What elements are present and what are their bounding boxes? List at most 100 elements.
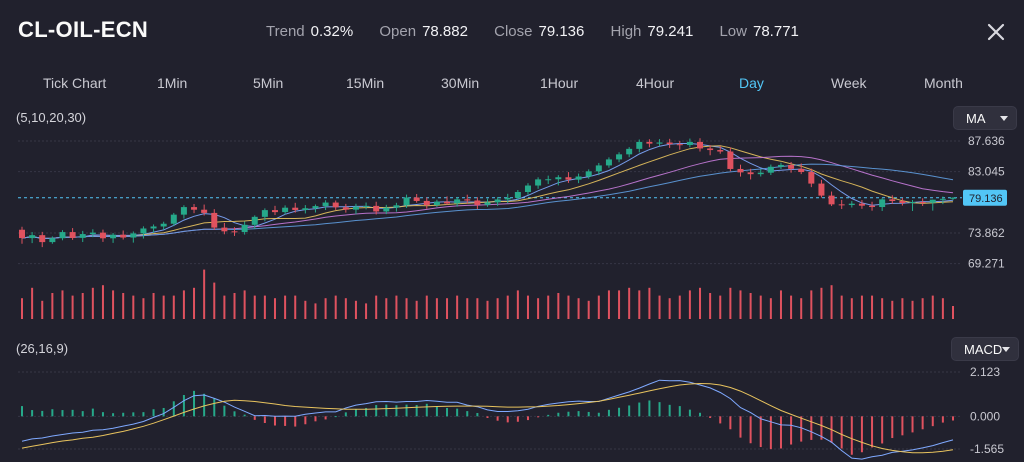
chart-grid — [18, 140, 962, 265]
candle-body — [939, 198, 946, 200]
candle-body — [605, 159, 612, 166]
macd-histogram-bar — [61, 410, 64, 417]
macd-histogram-bar — [233, 411, 236, 417]
candle-body — [666, 142, 673, 145]
current-price-tag — [963, 189, 1007, 206]
macd-indicator-dropdown[interactable]: MACD — [951, 337, 1019, 361]
tab-30min[interactable]: 30Min — [441, 75, 480, 91]
macd-histogram-bar — [648, 400, 651, 417]
candle-body — [950, 197, 956, 199]
candle-body — [312, 206, 319, 209]
macd-histogram-bar — [759, 416, 762, 448]
candle-body — [818, 183, 825, 196]
candle-body — [707, 148, 714, 151]
macd-histogram-bar — [324, 416, 327, 420]
macd-histogram-bar — [537, 416, 540, 418]
candle-body — [130, 233, 137, 238]
volume-bar — [618, 290, 621, 319]
volume-bar — [101, 285, 104, 319]
ma-indicator-label: MA — [966, 111, 986, 126]
candle-body — [363, 205, 370, 207]
volume-bar — [273, 298, 276, 319]
macd-histogram-bar — [891, 416, 894, 439]
macd-histogram-bar — [557, 412, 560, 417]
ma-params-label: (5,10,20,30) — [16, 110, 87, 125]
candle-body — [282, 207, 289, 213]
macd-histogram-bar — [435, 406, 438, 417]
ma-lines — [21, 143, 954, 239]
tab-1min[interactable]: 1Min — [157, 75, 188, 91]
candle-body — [727, 151, 734, 169]
stat-value: 79.136 — [538, 23, 585, 40]
close-icon[interactable] — [984, 20, 1008, 44]
macd-histogram-bar — [213, 398, 216, 417]
volume-bar — [699, 287, 702, 319]
macd-histogram-bar — [628, 405, 631, 417]
macd-histogram-bar — [850, 416, 853, 455]
macd-histogram-bar — [749, 416, 752, 444]
macd-histogram-bar — [122, 412, 125, 417]
macd-histogram-bar — [294, 416, 297, 427]
candle-body — [889, 199, 896, 202]
candle-body — [514, 192, 521, 198]
candle-body — [747, 172, 754, 175]
candle-body — [211, 212, 218, 228]
quote-stats: Trend 0.32% Open 78.882 Close 79.136 High 79… — [266, 23, 821, 40]
candle-body — [332, 202, 339, 208]
candle-body — [241, 224, 248, 233]
macd-histogram-bar — [668, 404, 671, 417]
ma-indicator-dropdown[interactable]: MA — [953, 106, 1017, 130]
macd-histogram-bar — [820, 416, 823, 440]
candle-body — [646, 141, 653, 144]
macd-histogram-bar — [709, 416, 712, 418]
volume-bar — [952, 306, 954, 319]
volume-bar — [668, 298, 671, 319]
volume-bar — [577, 298, 580, 319]
macd-histogram-bar — [779, 416, 782, 449]
macd-histogram-bar — [476, 412, 479, 417]
volume-bar — [243, 290, 246, 319]
tab-tick-chart[interactable]: Tick Chart — [43, 75, 107, 91]
volume-bar — [203, 269, 206, 319]
macd-histogram-bar — [587, 411, 590, 417]
candle-body — [29, 235, 36, 239]
candle-body — [79, 234, 86, 238]
candle-body — [231, 231, 238, 233]
candle-body — [899, 201, 906, 203]
volume-bar — [213, 282, 216, 319]
macd-histogram-bar — [385, 404, 388, 417]
tab-1hour[interactable]: 1Hour — [540, 75, 579, 91]
ma-line-20 — [21, 155, 954, 239]
volume-bar — [435, 298, 438, 319]
tab-5min[interactable]: 5Min — [253, 75, 284, 91]
macd-histogram-bar — [739, 416, 742, 438]
macd-histogram-bar — [415, 405, 418, 417]
stat-low: Low 78.771 — [719, 23, 798, 40]
chevron-down-icon — [1000, 116, 1008, 121]
macd-histogram-bar — [354, 409, 357, 417]
volume-bar — [223, 295, 226, 319]
tab-day[interactable]: Day — [739, 75, 764, 91]
volume-bar — [284, 295, 287, 319]
volume-bar — [759, 295, 762, 319]
volume-bar — [253, 295, 256, 319]
candle-body — [838, 204, 845, 206]
volume-bar — [354, 300, 357, 319]
volume-bar — [749, 293, 752, 319]
volume-bar — [881, 298, 884, 319]
tab-month[interactable]: Month — [924, 75, 963, 91]
stat-value: 78.771 — [753, 23, 799, 40]
macd-histogram-bar — [931, 416, 934, 427]
macd-histogram-bar — [81, 411, 84, 417]
volume-bar — [658, 295, 661, 319]
tab-4hour[interactable]: 4Hour — [636, 75, 675, 91]
macd-histogram-bar — [51, 409, 54, 417]
tab-15min[interactable]: 15Min — [346, 75, 385, 91]
macd-histogram-bar — [486, 416, 489, 418]
volume-bar — [294, 295, 297, 319]
volume-bar — [678, 295, 681, 319]
candle-body — [686, 141, 693, 146]
macd-histogram-bar — [162, 407, 165, 417]
tab-week[interactable]: Week — [831, 75, 867, 91]
macd-histogram-bar — [223, 405, 226, 417]
